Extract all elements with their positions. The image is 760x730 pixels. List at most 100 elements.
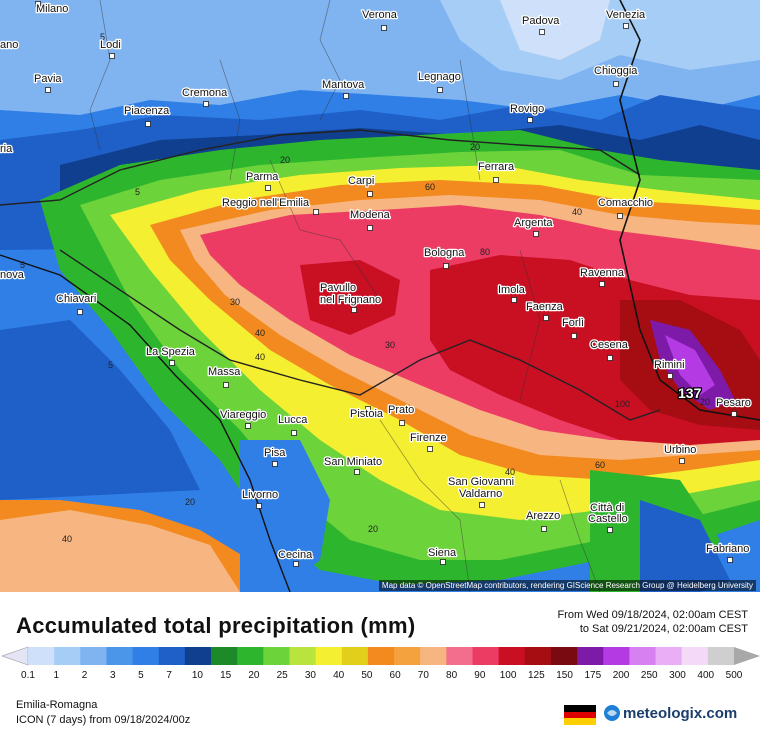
map-attribution: Map data © OpenStreetMap contributors, r… — [378, 580, 756, 591]
scale-tick-label: 0.1 — [21, 670, 35, 681]
city-marker — [539, 29, 545, 35]
contour-label: 20 — [470, 142, 480, 152]
contour-label: 20 — [185, 497, 195, 507]
city-marker — [443, 263, 449, 269]
scale-tick-label: 100 — [499, 670, 517, 681]
city-label: Comacchio — [598, 197, 653, 209]
city-label: Carpi — [348, 175, 374, 187]
city-label: Fabriano — [706, 543, 749, 555]
city-label: Cesena — [590, 339, 629, 351]
city-label: Valdarno — [459, 488, 502, 500]
city-label: Modena — [350, 209, 391, 221]
city-marker — [493, 177, 499, 183]
city-marker — [479, 502, 485, 508]
precipitation-map[interactable]: 5 5 20 20 20 30 40 60 80 100 60 40 40 20… — [0, 0, 760, 592]
city-label: Livorno — [242, 489, 278, 501]
city-marker — [727, 557, 733, 563]
scale-color-box — [629, 647, 657, 665]
city-label: La Spezia — [146, 346, 196, 358]
city-marker — [541, 526, 547, 532]
city-label: San Giovanni — [448, 476, 514, 488]
city-label: ria — [0, 143, 13, 155]
city-marker — [35, 1, 41, 7]
city-label: Rovigo — [510, 103, 544, 115]
city-marker — [427, 446, 433, 452]
brand-logo[interactable]: meteologix.com — [603, 704, 737, 722]
city-layer: Milano Verona Padova Venezia Lodi Legnago Chio… — [0, 1, 752, 567]
contour-label: 20 — [280, 155, 290, 165]
scale-color-box — [655, 647, 683, 665]
scale-color-box — [106, 647, 134, 665]
city-label: San Miniato — [324, 456, 382, 468]
city-label: Castello — [588, 513, 628, 525]
contour-label: 40 — [255, 352, 265, 362]
contour-label: 30 — [385, 340, 395, 350]
scale-tick-label: 200 — [612, 670, 630, 681]
city-label: Rimini — [654, 359, 685, 371]
city-label: Firenze — [410, 432, 447, 444]
area-darkblue-southwest — [0, 320, 200, 500]
scale-tick-label: 40 — [333, 670, 345, 681]
city-marker — [613, 81, 619, 87]
city-marker — [437, 87, 443, 93]
scale-tick-label: 20 — [248, 670, 260, 681]
city-label: Parma — [246, 171, 279, 183]
city-marker — [679, 458, 685, 464]
city-marker — [169, 360, 175, 366]
city-marker — [599, 281, 605, 287]
contour-label: 5 — [20, 260, 25, 270]
scale-arrow-left — [2, 646, 29, 666]
city-marker — [367, 225, 373, 231]
city-marker — [399, 420, 405, 426]
period-from: From Wed 09/18/2024, 02:00am CEST — [557, 609, 748, 621]
city-label: Siena — [428, 547, 457, 559]
city-marker — [343, 93, 349, 99]
german-flag-icon — [564, 705, 596, 725]
city-marker — [265, 185, 271, 191]
city-marker — [543, 315, 549, 321]
city-marker — [511, 297, 517, 303]
city-marker — [109, 53, 115, 59]
city-label: Pesaro — [716, 397, 751, 409]
city-marker — [291, 430, 297, 436]
color-scale-ticks: 0.1 1 2 3 5 7 10 15 20 25 30 40 50 60 70 80 90 100 125 150 1… — [0, 670, 760, 684]
city-marker — [440, 559, 446, 565]
scale-color-box — [289, 647, 317, 665]
scale-color-box — [446, 647, 474, 665]
globe-icon — [604, 705, 620, 721]
city-label: Legnago — [418, 71, 461, 83]
city-label: Faenza — [526, 301, 564, 313]
coastline-tyrrhenian — [0, 254, 291, 592]
scale-color-box — [472, 647, 500, 665]
scale-tick-label: 90 — [474, 670, 486, 681]
province-borders — [89, 0, 601, 592]
scale-color-box — [315, 647, 343, 665]
scale-tick-label: 70 — [417, 670, 429, 681]
city-label: Lucca — [278, 414, 308, 426]
scale-color-box — [28, 647, 55, 665]
city-label: nel Frignano — [320, 294, 381, 306]
scale-tick-label: 7 — [166, 670, 172, 681]
city-marker — [533, 231, 539, 237]
city-marker — [203, 101, 209, 107]
scale-color-box — [524, 647, 552, 665]
scale-tick-label: 60 — [389, 670, 401, 681]
city-label: Milano — [36, 3, 68, 15]
legend-title: Accumulated total precipitation (mm) — [16, 613, 416, 638]
scale-tick-label: 400 — [697, 670, 715, 681]
city-marker — [617, 213, 623, 219]
scale-color-box — [341, 647, 369, 665]
area-violet-max — [665, 335, 715, 395]
period-to: to Sat 09/21/2024, 02:00am CEST — [579, 623, 748, 635]
city-marker — [365, 406, 371, 412]
scale-color-box — [367, 647, 395, 665]
city-marker — [527, 117, 533, 123]
city-label: Mantova — [322, 79, 365, 91]
city-label: Città di — [590, 502, 624, 514]
scale-color-box — [54, 647, 81, 665]
scale-color-box — [184, 647, 212, 665]
scale-color-box — [420, 647, 447, 665]
scale-arrow-right — [734, 647, 760, 665]
scale-color-box — [211, 647, 238, 665]
max-precip-label: 137 — [678, 385, 702, 401]
